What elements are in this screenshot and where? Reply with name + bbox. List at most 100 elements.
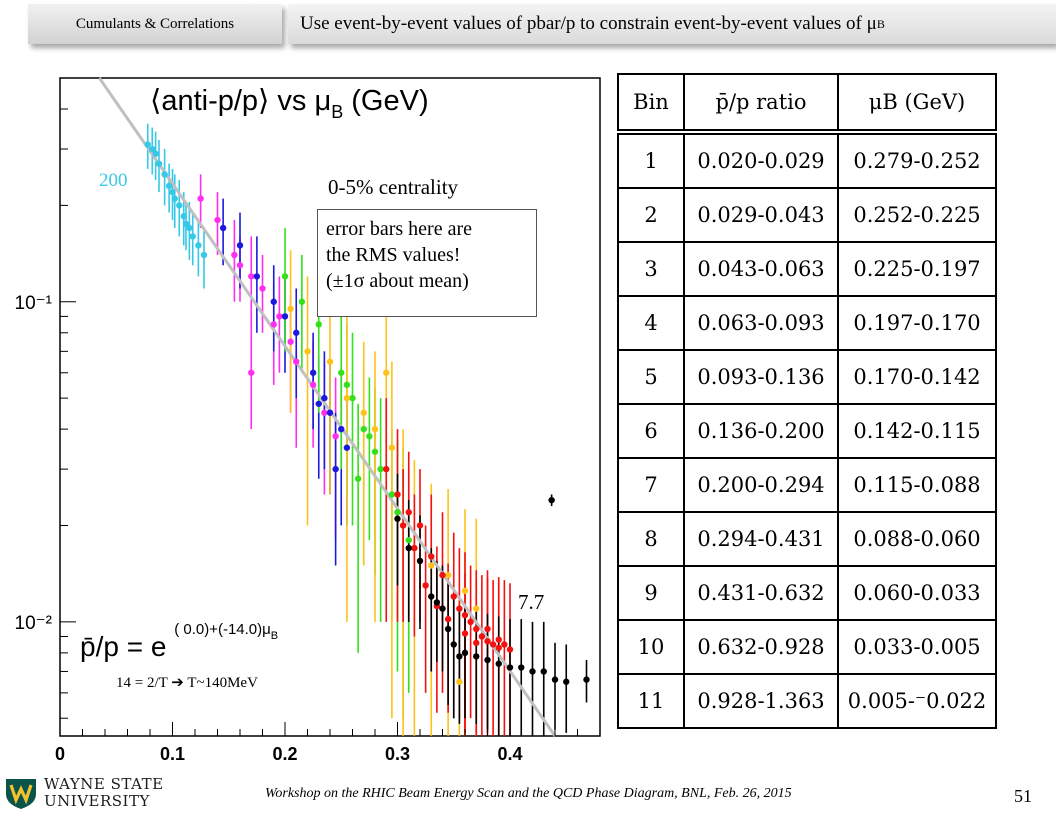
cell-bin: 8 — [617, 511, 685, 567]
data-point — [416, 557, 424, 565]
data-point — [551, 676, 559, 683]
data-point — [506, 664, 514, 671]
x-tick-label: 0.4 — [497, 744, 522, 764]
data-point — [444, 615, 452, 623]
data-point — [315, 400, 322, 407]
data-point — [176, 202, 183, 209]
table-row: 7 0.200-0.294 0.115-0.088 — [617, 457, 997, 513]
cell-mub: 0.033-0.005 — [837, 619, 997, 675]
data-point — [248, 273, 255, 280]
slide-title-text: Use event-by-event values of pbar/p to c… — [300, 13, 877, 34]
data-point — [281, 273, 289, 280]
cell-mub: 0.142-0.115 — [837, 403, 997, 459]
data-point — [563, 678, 570, 685]
data-point — [405, 509, 412, 516]
data-point — [394, 491, 401, 498]
data-point — [456, 678, 463, 685]
data-point — [293, 329, 300, 336]
cell-mub: 0.279-0.252 — [837, 131, 997, 189]
data-point — [253, 273, 261, 280]
data-point — [405, 536, 412, 544]
data-point — [495, 644, 502, 651]
data-point — [484, 638, 491, 645]
data-point — [399, 522, 407, 529]
data-point — [484, 625, 491, 633]
data-point — [394, 515, 401, 522]
fit-formula: p̄/p = e ( 0.0)+(-14.0)μB — [80, 621, 278, 662]
table-row: 9 0.431-0.632 0.060-0.033 — [617, 565, 997, 621]
temperature-label: 14 = 2/T ➔ T~140MeV — [116, 675, 258, 691]
data-point — [428, 562, 435, 569]
data-point — [439, 605, 446, 612]
x-tick-label: 0 — [55, 744, 65, 764]
data-point — [270, 321, 277, 328]
slide-title-sub: B — [876, 16, 885, 31]
data-point — [478, 633, 486, 640]
university-logo: WAYNE STATE UNIVERSITY — [4, 776, 164, 810]
slide-title: Use event-by-event values of pbar/p to c… — [288, 4, 1056, 44]
data-point — [428, 593, 435, 600]
data-point — [161, 171, 168, 178]
data-point — [388, 444, 396, 451]
cell-mub: 0.088-0.060 — [837, 511, 997, 567]
cell-mub: 0.060-0.033 — [837, 565, 997, 621]
data-point — [433, 599, 441, 606]
logo-line-2: UNIVERSITY — [44, 792, 150, 810]
table-row: 1 0.020-0.029 0.279-0.252 — [617, 131, 997, 189]
data-point — [231, 251, 238, 259]
data-point — [343, 381, 351, 389]
cell-ratio: 0.063-0.093 — [683, 295, 839, 351]
cell-bin: 11 — [617, 673, 685, 729]
data-point — [197, 195, 204, 202]
cell-mub: 0.197-0.170 — [837, 295, 997, 351]
cell-ratio: 0.294-0.431 — [683, 511, 839, 567]
section-tab: Cumulants & Correlations — [28, 4, 282, 44]
data-point — [171, 195, 178, 202]
centrality-label: 0-5% centrality — [328, 175, 459, 199]
data-point — [287, 338, 294, 345]
cell-ratio: 0.431-0.632 — [683, 565, 839, 621]
data-point — [259, 285, 266, 292]
data-point — [200, 251, 208, 259]
data-point — [349, 394, 356, 402]
note-line: (±1σ about mean) — [326, 270, 469, 292]
data-point — [321, 409, 328, 416]
cell-bin: 3 — [617, 241, 685, 297]
bin-table: Bin p̄/p ratio μB (GeV) 1 0.020-0.029 0.27… — [617, 73, 997, 729]
x-tick-label: 0.3 — [385, 744, 410, 764]
data-point — [281, 313, 289, 320]
data-point — [309, 369, 317, 376]
data-point — [298, 298, 306, 305]
data-point — [461, 587, 469, 595]
cell-ratio: 0.043-0.063 — [683, 241, 839, 297]
data-point — [416, 522, 424, 529]
table-row: 6 0.136-0.200 0.142-0.115 — [617, 403, 997, 459]
data-point — [489, 641, 497, 648]
header-mub: μB (GeV) — [837, 73, 997, 135]
note-line: the RMS values! — [326, 244, 461, 266]
cell-mub: 0.170-0.142 — [837, 349, 997, 405]
page-number: 51 — [1014, 786, 1032, 806]
note-box: error bars here are the RMS values! (±1σ… — [317, 209, 537, 317]
data-point — [182, 220, 190, 228]
data-point — [422, 582, 429, 589]
data-point — [332, 433, 339, 440]
data-point — [506, 646, 514, 653]
data-point — [326, 358, 334, 365]
table-row: 5 0.093-0.136 0.170-0.142 — [617, 349, 997, 405]
data-point — [456, 653, 463, 660]
x-tick-label: 0.2 — [272, 744, 297, 764]
chart: 0 0.1 0.2 0.3 0.4 10⁻¹ 10⁻² ⟨anti-p/p⟩ vs μB (… — [15, 77, 601, 764]
data-point — [338, 369, 345, 376]
cell-ratio: 0.093-0.136 — [683, 349, 839, 405]
data-point — [529, 668, 536, 675]
data-point — [394, 509, 401, 516]
logo-line-1: WAYNE STATE — [44, 775, 164, 793]
data-point — [388, 491, 396, 498]
shield-icon — [6, 779, 36, 809]
data-point — [343, 394, 351, 402]
data-point — [152, 150, 159, 157]
data-point — [371, 425, 379, 433]
data-point — [461, 611, 469, 619]
x-tick-label: 0.1 — [160, 744, 185, 764]
